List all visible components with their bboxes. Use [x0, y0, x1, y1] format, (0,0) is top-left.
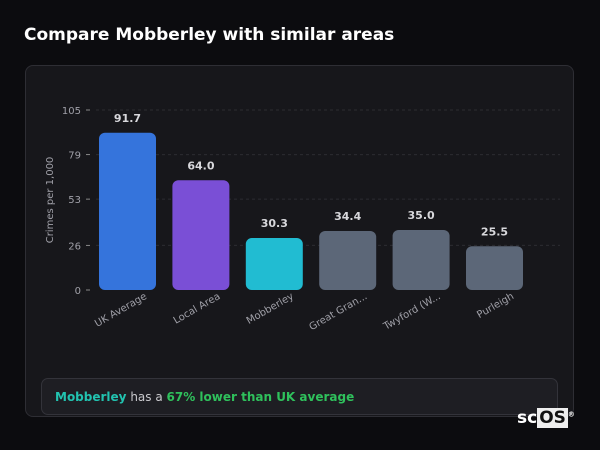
y-tick-label: 26	[68, 241, 81, 252]
x-tick-label: Local Area	[172, 291, 223, 327]
page-title: Compare Mobberley with similar areas	[24, 25, 395, 45]
bar-2	[245, 238, 303, 290]
y-axis-label: Crimes per 1,000	[45, 157, 56, 244]
bar-4	[392, 230, 450, 290]
value-label: 35.0	[408, 209, 435, 222]
scos-logo: sc OS ®	[517, 408, 575, 428]
x-tick-label: UK Average	[93, 291, 149, 330]
x-tick-label: Purleigh	[475, 291, 516, 321]
comparison-note: Mobberley has a 67% lower than UK averag…	[41, 378, 558, 415]
value-label: 91.7	[114, 112, 141, 125]
note-middle: has a	[126, 390, 167, 404]
note-area: Mobberley	[55, 390, 127, 404]
x-tick-label: Great Gran...	[308, 291, 370, 333]
y-tick-label: 105	[62, 106, 81, 117]
note-comparison: 67% lower than UK average	[166, 390, 355, 404]
value-label: 30.3	[261, 217, 288, 230]
bar-5	[466, 246, 523, 290]
bar-3	[319, 231, 377, 290]
y-tick-label: 53	[68, 195, 81, 206]
bar-0	[99, 132, 156, 290]
y-tick-label: 79	[68, 151, 81, 162]
y-tick-label: 0	[75, 286, 81, 297]
x-tick-label: Twyford (W...	[381, 291, 443, 333]
x-tick-label: Mobberley	[245, 291, 296, 327]
value-label: 34.4	[334, 210, 361, 223]
bar-1	[172, 180, 230, 290]
value-label: 64.0	[187, 159, 214, 172]
value-label: 25.5	[481, 225, 508, 238]
